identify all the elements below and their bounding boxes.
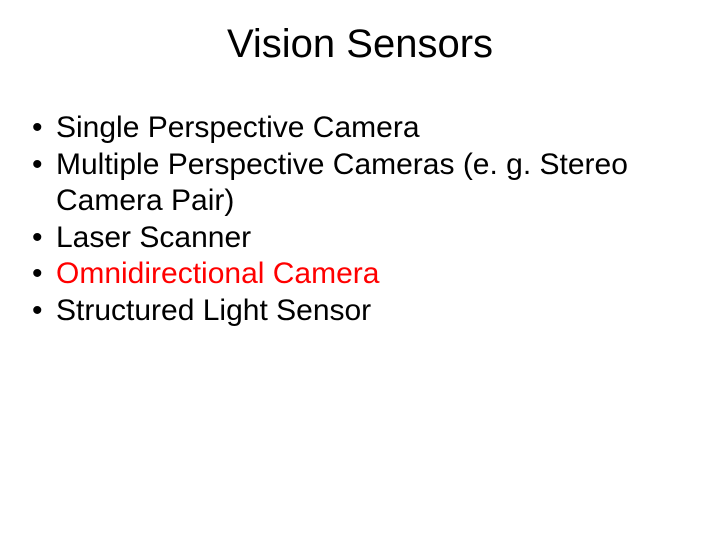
slide: Vision Sensors Single Perspective Camera… — [0, 0, 720, 540]
list-item: Omnidirectional Camera — [28, 256, 688, 293]
list-item: Structured Light Sensor — [28, 293, 688, 330]
list-item: Laser Scanner — [28, 220, 688, 257]
list-item: Multiple Perspective Cameras (e. g. Ster… — [28, 147, 688, 220]
slide-title: Vision Sensors — [0, 22, 720, 67]
list-item: Single Perspective Camera — [28, 110, 688, 147]
bullet-list: Single Perspective Camera Multiple Persp… — [28, 110, 688, 330]
